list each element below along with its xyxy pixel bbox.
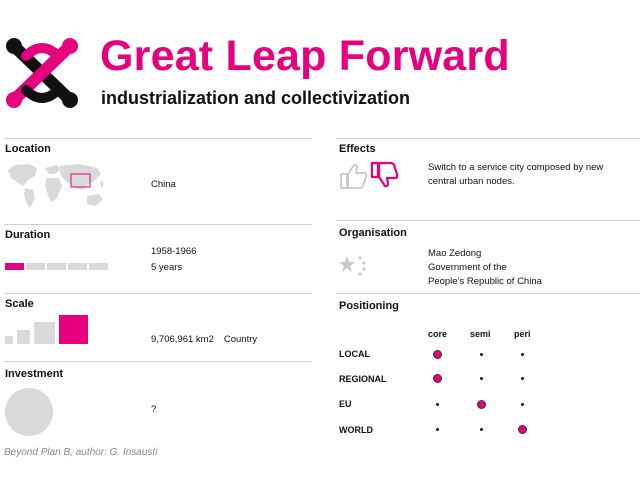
divider <box>336 220 640 221</box>
duration-length: 5 years <box>151 262 183 273</box>
positioning-dot <box>479 352 483 356</box>
divider <box>336 293 640 294</box>
positioning-dot <box>435 427 439 431</box>
scale-area: 9,706,961 km2 <box>151 334 214 345</box>
positioning-dot-active <box>517 424 527 434</box>
thumbs-up-icon <box>340 163 368 189</box>
positioning-dot-active <box>432 349 442 359</box>
effects-line-2: central urban nodes. <box>428 176 515 187</box>
investment-label: Investment <box>5 368 64 380</box>
scale-square-national <box>34 322 55 344</box>
footer-credit: Beyond Plan B, author: G. Insausti <box>4 447 158 458</box>
scale-label: Scale <box>5 298 34 310</box>
positioning-row-local: LOCAL <box>339 349 370 359</box>
positioning-dot <box>520 402 524 406</box>
location-label: Location <box>5 143 51 155</box>
divider <box>4 293 312 294</box>
organisation-details: Mao Zedong Government of the People’s Re… <box>428 247 542 289</box>
thumbs-down-icon <box>370 161 399 188</box>
positioning-dot <box>479 427 483 431</box>
duration-bar-segment <box>47 263 66 270</box>
scale-value: 9,706,961 km2 Country <box>151 333 257 347</box>
scale-square-country <box>59 315 88 344</box>
china-flag-stars-icon <box>339 256 366 276</box>
organisation-line-3: People’s Republic of China <box>428 276 542 287</box>
divider <box>4 224 312 225</box>
scale-square-local <box>5 336 13 344</box>
positioning-dot <box>479 376 483 380</box>
scale-square-regional <box>17 330 30 344</box>
duration-bar-segment <box>68 263 87 270</box>
duration-bar-segment <box>26 263 45 270</box>
positioning-dot <box>520 376 524 380</box>
positioning-row-regional: REGIONAL <box>339 374 387 384</box>
positioning-dot <box>520 352 524 356</box>
page-title: Great Leap Forward <box>100 32 510 80</box>
divider <box>336 138 640 139</box>
investment-value: ? <box>151 404 157 415</box>
scale-level: Country <box>223 334 258 345</box>
effects-line-1: Switch to a service city composed by new <box>428 162 604 173</box>
duration-years: 1958-1966 <box>151 246 197 257</box>
positioning-col-peri: peri <box>514 329 531 339</box>
location-value: China <box>151 179 176 190</box>
positioning-row-eu: EU <box>339 399 352 409</box>
duration-bar-segment <box>89 263 108 270</box>
organisation-label: Organisation <box>339 227 407 239</box>
world-map-icon <box>8 164 104 208</box>
divider <box>4 138 312 139</box>
organisation-line-2: Government of the <box>428 262 507 273</box>
duration-label: Duration <box>5 229 51 241</box>
logo-icon <box>6 38 78 108</box>
positioning-col-semi: semi <box>470 329 491 339</box>
duration-bar-segment-filled <box>5 263 24 270</box>
effects-description: Switch to a service city composed by new… <box>428 161 603 189</box>
positioning-dot-active <box>476 399 486 409</box>
positioning-dot <box>435 402 439 406</box>
organisation-line-1: Mao Zedong <box>428 248 482 259</box>
page-subtitle: industrialization and collectivization <box>101 88 411 108</box>
positioning-dot-active <box>432 373 442 383</box>
divider <box>4 361 312 362</box>
investment-circle <box>5 388 53 436</box>
positioning-row-world: WORLD <box>339 425 373 435</box>
effects-label: Effects <box>339 143 376 155</box>
positioning-col-core: core <box>428 329 448 339</box>
positioning-label: Positioning <box>339 300 399 312</box>
